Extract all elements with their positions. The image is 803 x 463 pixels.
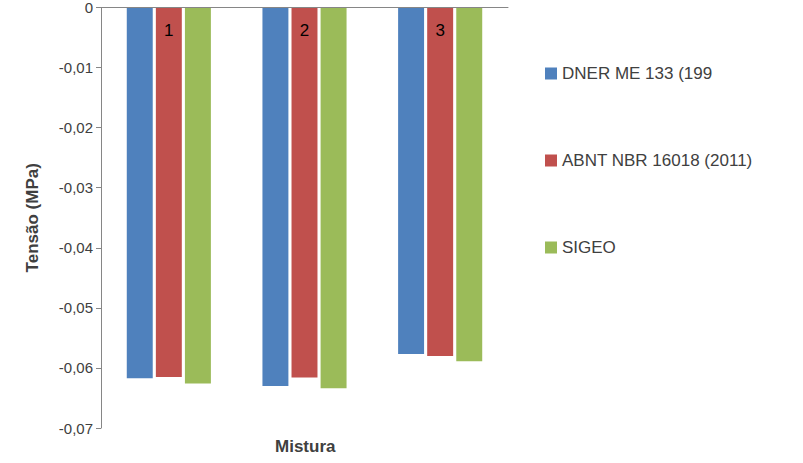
- svg-text:Mistura: Mistura: [275, 437, 336, 456]
- svg-text:-0,04: -0,04: [59, 239, 93, 256]
- svg-text:-0,06: -0,06: [59, 359, 93, 376]
- svg-text:-0,01: -0,01: [59, 59, 93, 76]
- svg-text:3: 3: [435, 21, 444, 40]
- svg-text:1: 1: [164, 21, 173, 40]
- svg-text:ABNT NBR 16018 (2011): ABNT NBR 16018 (2011): [562, 151, 752, 170]
- svg-text:0: 0: [85, 0, 93, 16]
- svg-text:-0,05: -0,05: [59, 299, 93, 316]
- svg-text:2: 2: [300, 21, 309, 40]
- svg-text:-0,07: -0,07: [59, 420, 93, 437]
- svg-text:-0,03: -0,03: [59, 179, 93, 196]
- svg-text:DNER ME 133 (199: DNER ME 133 (199: [562, 64, 712, 83]
- svg-text:Tensão (MPa): Tensão (MPa): [23, 163, 42, 272]
- svg-text:-0,02: -0,02: [59, 119, 93, 136]
- svg-text:SIGEO: SIGEO: [562, 238, 616, 257]
